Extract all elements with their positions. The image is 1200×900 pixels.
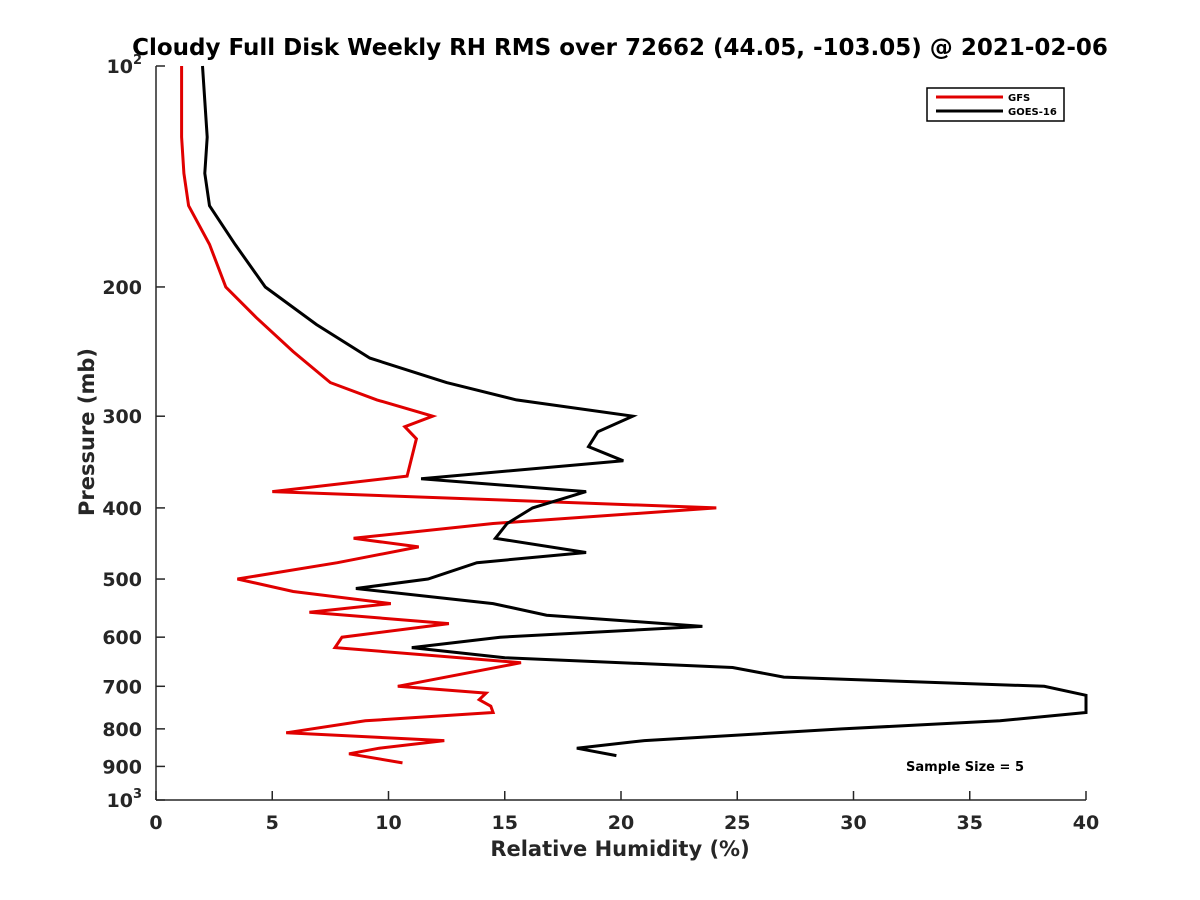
series-line-gfs (180, 66, 717, 765)
y-tick-label: 700 (102, 676, 142, 698)
legend-box (926, 87, 1065, 122)
x-tick-label: 5 (266, 812, 279, 834)
chart-title: Cloudy Full Disk Weekly RH RMS over 7266… (132, 35, 1108, 61)
sample-size-annotation: Sample Size = 5 (906, 760, 1024, 775)
y-tick-label: 102 (107, 53, 143, 78)
y-tick-label: 103 (107, 787, 143, 812)
x-tick-label: 30 (840, 812, 866, 834)
y-tick-label: 500 (102, 569, 142, 591)
y-tick-label: 900 (102, 756, 142, 778)
x-axis-title: Relative Humidity (%) (490, 837, 749, 861)
y-tick-label: 400 (102, 498, 142, 520)
series-line-goes-16 (201, 65, 1088, 758)
x-tick-label: 25 (724, 812, 750, 834)
x-tick-label: 35 (957, 812, 983, 834)
y-tick-label: 300 (102, 406, 142, 428)
y-tick-label: 800 (102, 719, 142, 741)
legend-label-gfs: GFS (1008, 93, 1030, 104)
x-tick-label: 0 (149, 812, 162, 834)
x-tick-label: 20 (608, 812, 634, 834)
y-axis-title: Pressure (mb) (75, 348, 99, 516)
y-tick-label: 200 (102, 277, 142, 299)
legend-label-goes-16: GOES-16 (1008, 107, 1057, 118)
x-tick-label: 10 (375, 812, 401, 834)
x-tick-label: 40 (1073, 812, 1099, 834)
x-tick-label: 15 (492, 812, 518, 834)
y-tick-label: 600 (102, 627, 142, 649)
